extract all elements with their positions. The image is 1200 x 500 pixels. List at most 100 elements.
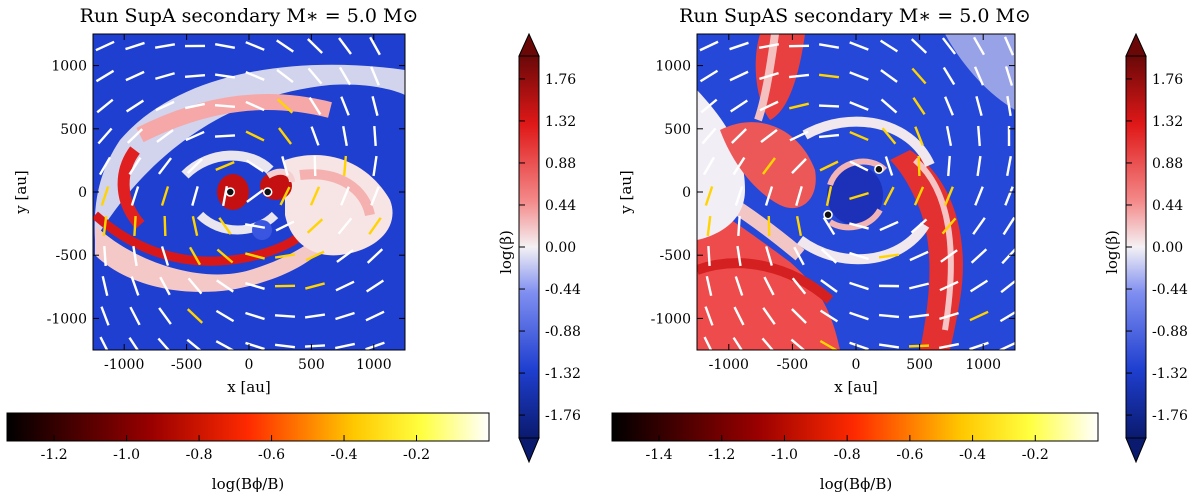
field-vector bbox=[274, 253, 296, 259]
field-vector bbox=[973, 66, 985, 86]
field-vector bbox=[214, 73, 236, 79]
field-vector bbox=[707, 245, 711, 267]
field-vector bbox=[310, 126, 320, 146]
field-vector bbox=[245, 100, 265, 112]
colorbar-bphi: -1.4 -1.2 -1.0 -0.8 -0.6 -0.4 -0.2 log(Bϕ/B) bbox=[611, 412, 1099, 493]
field-vector bbox=[342, 155, 348, 177]
field-vector bbox=[849, 281, 869, 291]
field-vector bbox=[849, 251, 869, 261]
field-vector bbox=[366, 248, 384, 264]
y-tick-label: 500 bbox=[664, 122, 691, 138]
colorbar-label: log(β) bbox=[497, 230, 515, 274]
y-tick-label: -500 bbox=[56, 248, 87, 264]
field-vector bbox=[342, 125, 348, 147]
colorbar-max-arrow bbox=[518, 32, 540, 57]
colorbar-gradient bbox=[611, 412, 1099, 442]
field-vector bbox=[759, 100, 779, 112]
field-vector bbox=[154, 43, 176, 49]
field-vector bbox=[1001, 247, 1015, 265]
field-vector bbox=[731, 128, 747, 144]
field-vector bbox=[849, 71, 869, 81]
field-vector bbox=[791, 158, 807, 174]
colorbar-min-arrow bbox=[1125, 437, 1147, 464]
field-vector bbox=[337, 217, 353, 235]
field-vector bbox=[822, 216, 836, 236]
field-vector bbox=[340, 186, 350, 206]
field-vector bbox=[733, 306, 745, 326]
field-vector bbox=[214, 134, 236, 138]
field-vector bbox=[370, 186, 380, 206]
field-vector bbox=[878, 343, 900, 349]
x-tick-label: -500 bbox=[171, 357, 202, 373]
field-vector bbox=[878, 313, 900, 319]
colorbar-tick-label: -0.44 bbox=[545, 282, 581, 298]
field-vector bbox=[158, 307, 172, 325]
panel-title: Run SupA secondary M∗ = 5.0 M⊙ bbox=[80, 5, 419, 27]
field-vector bbox=[245, 341, 265, 350]
field-vector bbox=[977, 125, 981, 147]
field-vector bbox=[95, 40, 115, 52]
field-vector bbox=[216, 279, 234, 293]
beta-field-map bbox=[697, 34, 1015, 350]
field-vector bbox=[914, 126, 924, 146]
field-vector bbox=[370, 66, 380, 86]
field-vector bbox=[186, 308, 204, 324]
field-vector bbox=[879, 39, 899, 53]
field-vector bbox=[132, 245, 138, 267]
field-vector bbox=[103, 245, 107, 267]
field-vector bbox=[245, 282, 265, 290]
field-vector bbox=[878, 253, 900, 259]
field-vector bbox=[944, 186, 954, 206]
colorbar-tick-label: 0.00 bbox=[545, 240, 576, 256]
colorbar-bphi: -1.2 -1.0 -0.8 -0.6 -0.4 -0.2 log(Bϕ/B) bbox=[6, 412, 490, 493]
colorbar-tick-label: -1.32 bbox=[545, 366, 581, 382]
field-vector bbox=[849, 160, 869, 172]
field-vector bbox=[820, 279, 838, 293]
star-marker bbox=[823, 210, 833, 220]
colorbar-tick-label: -1.76 bbox=[1152, 408, 1188, 424]
field-vector bbox=[884, 156, 894, 176]
star-marker bbox=[225, 187, 236, 197]
field-vector bbox=[368, 217, 382, 235]
field-vector bbox=[1006, 155, 1012, 177]
x-tick-label: -500 bbox=[777, 357, 808, 373]
field-vector bbox=[849, 311, 869, 321]
colorbar-label: log(Bϕ/B) bbox=[820, 475, 892, 493]
colorbar-min-arrow bbox=[518, 437, 540, 464]
field-vector bbox=[373, 125, 377, 147]
field-vector bbox=[95, 69, 115, 83]
field-vector bbox=[880, 69, 898, 83]
field-vector bbox=[765, 246, 773, 266]
field-vector bbox=[762, 307, 776, 325]
panel-supa: Run SupA secondary M∗ = 5.0 M⊙ -10 bbox=[12, 5, 418, 396]
colorbar-tick-label: 1.32 bbox=[545, 114, 576, 130]
field-vector bbox=[705, 275, 713, 297]
field-vector bbox=[340, 96, 350, 116]
field-vector bbox=[704, 306, 714, 326]
field-vector bbox=[335, 280, 355, 292]
field-vector bbox=[130, 186, 140, 206]
field-vector bbox=[849, 41, 869, 51]
colorbar-tick-label: -1.0 bbox=[771, 447, 798, 463]
field-vector bbox=[760, 129, 778, 143]
x-tick-label: 0 bbox=[245, 357, 254, 373]
field-vector bbox=[941, 217, 957, 235]
field-vector bbox=[186, 338, 202, 350]
field-vector bbox=[825, 185, 833, 207]
x-tick-label: 0 bbox=[852, 357, 861, 373]
y-axis-label: y [au] bbox=[617, 170, 635, 215]
field-vector bbox=[307, 38, 323, 54]
colorbar-tick-label: -1.0 bbox=[113, 447, 140, 463]
field-vector bbox=[701, 127, 717, 145]
field-vector bbox=[788, 73, 810, 79]
field-vector bbox=[336, 249, 354, 263]
field-vector bbox=[1000, 279, 1015, 294]
field-vector bbox=[246, 189, 264, 203]
field-vector bbox=[999, 341, 1015, 350]
field-vector bbox=[365, 310, 385, 322]
field-vector bbox=[704, 186, 714, 206]
field-vector bbox=[313, 155, 317, 177]
field-vector bbox=[795, 186, 803, 206]
colorbar-tick-label: 0.88 bbox=[1152, 156, 1183, 172]
